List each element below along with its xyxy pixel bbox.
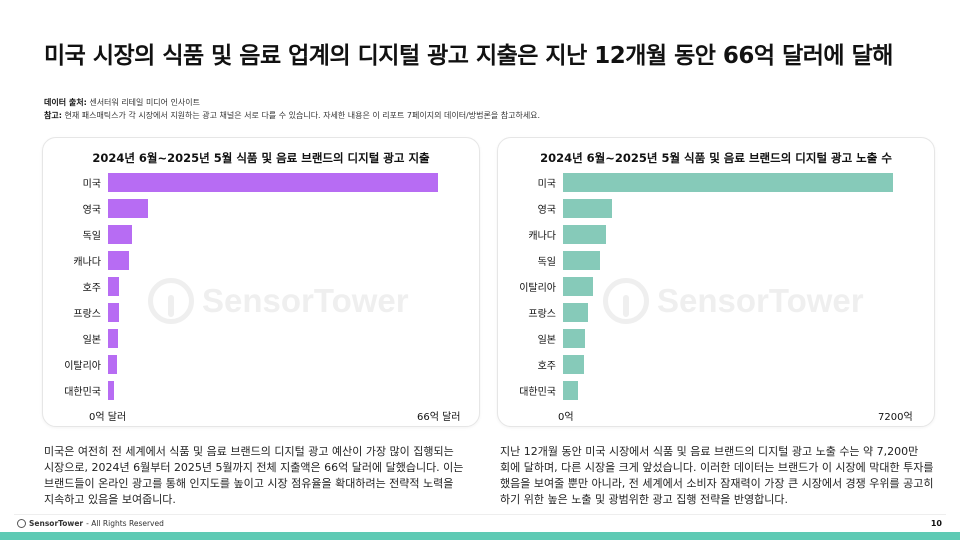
impressions-chart-card: SensorTower 2024년 6월~2025년 5월 식품 및 음료 브랜… bbox=[497, 137, 935, 427]
note: 참고: 현재 패스매틱스가 각 시장에서 지원하는 광고 채널은 서로 다를 수… bbox=[44, 111, 541, 120]
bar bbox=[563, 199, 613, 218]
bar bbox=[563, 381, 579, 400]
footer-band bbox=[0, 532, 960, 540]
sensortower-logo-icon bbox=[17, 519, 26, 528]
bar-row: 미국 bbox=[498, 173, 934, 192]
category-label: 미국 bbox=[82, 179, 101, 190]
axis-tick-max: 66억 달러 bbox=[417, 412, 461, 423]
category-label: 영국 bbox=[82, 205, 101, 216]
bar bbox=[563, 251, 601, 270]
bar-row: 이탈리아 bbox=[43, 355, 479, 374]
category-label: 독일 bbox=[537, 257, 556, 268]
bar-row: 독일 bbox=[498, 251, 934, 270]
category-label: 대한민국 bbox=[64, 387, 101, 398]
bar-row: 프랑스 bbox=[43, 303, 479, 322]
bar bbox=[563, 277, 594, 296]
axis-tick-min: 0억 달러 bbox=[89, 412, 127, 423]
bar bbox=[563, 303, 589, 322]
bar bbox=[108, 225, 132, 244]
footer-divider bbox=[14, 514, 946, 515]
category-label: 호주 bbox=[537, 361, 556, 372]
category-label: 이탈리아 bbox=[64, 361, 101, 372]
bar-row: 일본 bbox=[43, 329, 479, 348]
bar-row: 일본 bbox=[498, 329, 934, 348]
bar bbox=[108, 329, 118, 348]
bar bbox=[563, 225, 607, 244]
category-label: 독일 bbox=[82, 231, 101, 242]
source-notes: 데이터 출처: 센서터워 리테일 미디어 인사이트 참고: 현재 패스매틱스가 … bbox=[44, 96, 540, 122]
watermark: SensorTower bbox=[603, 278, 864, 324]
bar-row: 이탈리아 bbox=[498, 277, 934, 296]
category-label: 일본 bbox=[82, 335, 101, 346]
category-label: 프랑스 bbox=[528, 309, 556, 320]
bar bbox=[108, 303, 119, 322]
bar bbox=[108, 251, 129, 270]
body-text-left: 미국은 여전히 전 세계에서 식품 및 음료 브랜드의 디지털 광고 예산이 가… bbox=[44, 445, 464, 506]
category-label: 프랑스 bbox=[73, 309, 101, 320]
watermark: SensorTower bbox=[148, 278, 409, 324]
bar bbox=[108, 173, 438, 192]
category-label: 미국 bbox=[537, 179, 556, 190]
category-label: 일본 bbox=[537, 335, 556, 346]
axis-tick-max: 7200억 bbox=[878, 412, 913, 423]
bar-row: 대한민국 bbox=[498, 381, 934, 400]
category-label: 대한민국 bbox=[519, 387, 556, 398]
category-label: 캐나다 bbox=[528, 231, 556, 242]
category-label: 이탈리아 bbox=[519, 283, 556, 294]
bar bbox=[108, 381, 114, 400]
bar bbox=[563, 355, 584, 374]
bar bbox=[108, 277, 119, 296]
bar bbox=[108, 199, 148, 218]
bar-row: 영국 bbox=[498, 199, 934, 218]
sensortower-logo-icon bbox=[603, 278, 649, 324]
bar bbox=[563, 329, 586, 348]
data-source: 데이터 출처: 센서터워 리테일 미디어 인사이트 bbox=[44, 98, 201, 107]
bar bbox=[108, 355, 117, 374]
sensortower-logo-icon bbox=[148, 278, 194, 324]
category-label: 캐나다 bbox=[73, 257, 101, 268]
bar-row: 미국 bbox=[43, 173, 479, 192]
bar-row: 독일 bbox=[43, 225, 479, 244]
bar bbox=[563, 173, 893, 192]
body-text-right: 지난 12개월 동안 미국 시장에서 식품 및 음료 브랜드의 디지털 광고 노… bbox=[500, 445, 934, 506]
chart-title: 2024년 6월~2025년 5월 식품 및 음료 브랜드의 디지털 광고 지출 bbox=[92, 151, 430, 165]
page-number: 10 bbox=[930, 519, 942, 528]
category-label: 영국 bbox=[537, 205, 556, 216]
axis-tick-min: 0억 bbox=[558, 412, 574, 423]
footer-brand: SensorTower - All Rights Reserved bbox=[17, 519, 164, 528]
bar-row: 캐나다 bbox=[498, 225, 934, 244]
bar-row: 호주 bbox=[43, 277, 479, 296]
bar-row: 호주 bbox=[498, 355, 934, 374]
page-title: 미국 시장의 식품 및 음료 업계의 디지털 광고 지출은 지난 12개월 동안… bbox=[44, 43, 893, 69]
bar-row: 영국 bbox=[43, 199, 479, 218]
category-label: 호주 bbox=[82, 283, 101, 294]
spend-chart-card: SensorTower 2024년 6월~2025년 5월 식품 및 음료 브랜… bbox=[42, 137, 480, 427]
bar-row: 캐나다 bbox=[43, 251, 479, 270]
chart-title: 2024년 6월~2025년 5월 식품 및 음료 브랜드의 디지털 광고 노출… bbox=[540, 151, 892, 165]
bar-row: 대한민국 bbox=[43, 381, 479, 400]
bar-row: 프랑스 bbox=[498, 303, 934, 322]
